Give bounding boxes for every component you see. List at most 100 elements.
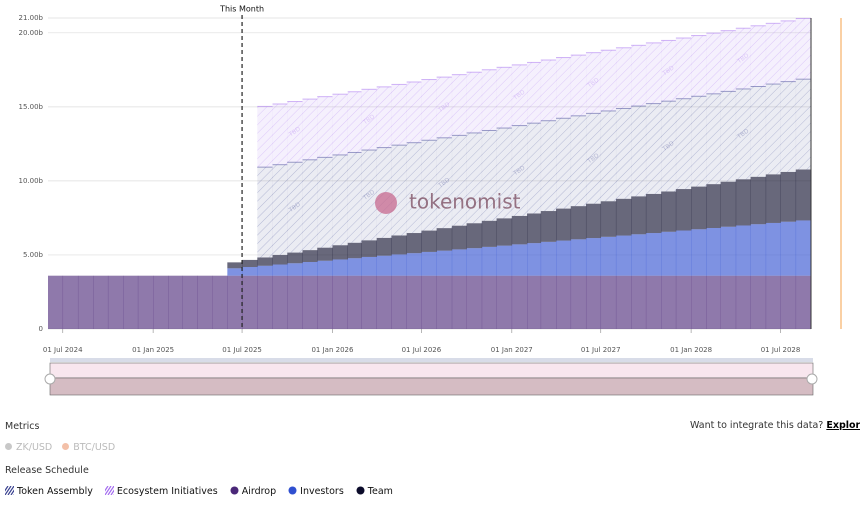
legend-item[interactable]: Team	[356, 486, 399, 497]
area-step	[615, 275, 632, 329]
area-step	[347, 275, 362, 329]
area-step	[197, 275, 213, 329]
legend-label: Investors	[300, 486, 344, 497]
area-step	[481, 220, 497, 247]
hatched-area-step	[421, 79, 437, 141]
x-tick-label: 01 Jan 2028	[670, 346, 712, 354]
area-step	[406, 275, 422, 329]
area-step	[706, 184, 721, 228]
area-step	[540, 211, 557, 242]
area-step	[361, 256, 377, 276]
area-step	[735, 225, 751, 276]
area-step	[795, 275, 812, 329]
area-step	[585, 203, 602, 239]
y-tick-label: 20.00b	[19, 29, 44, 37]
area-step	[48, 275, 64, 329]
area-step	[661, 191, 677, 232]
metric-item: BTC/USD	[62, 442, 115, 453]
hatched-area-step	[347, 152, 362, 243]
legend-item[interactable]: Ecosystem Initiatives	[101, 485, 224, 497]
area-step	[62, 275, 79, 329]
area-step	[556, 275, 572, 329]
area-step	[511, 244, 528, 276]
hatched-area-step	[735, 28, 751, 89]
hatched-area-step	[631, 106, 647, 197]
area-step	[675, 230, 692, 276]
legend-item[interactable]: Token Assembly	[1, 485, 99, 497]
hatched-area-step	[361, 150, 377, 241]
legend-icon	[1, 485, 21, 496]
metric-item: ZK/USD	[5, 442, 52, 453]
hatched-area-step	[481, 69, 497, 131]
area-step	[332, 275, 348, 329]
area-step	[691, 275, 707, 329]
legend-item[interactable]: Investors	[288, 486, 350, 497]
area-step	[631, 275, 647, 329]
hatched-area-step	[750, 25, 767, 87]
area-step	[421, 251, 437, 276]
area-step	[451, 249, 467, 276]
area-step	[451, 275, 467, 329]
hatched-area-step	[527, 62, 542, 124]
integration-text: Want to integrate this data?	[690, 420, 824, 431]
area-step	[361, 240, 377, 257]
area-step	[302, 250, 318, 262]
area-step	[645, 193, 662, 234]
area-step	[795, 169, 812, 221]
area-step	[242, 275, 258, 329]
hatched-area-step	[600, 50, 617, 111]
hatched-area-step	[317, 157, 333, 248]
navigator-series	[49, 377, 814, 396]
area-step	[376, 237, 392, 256]
area-step	[376, 255, 392, 276]
area-step	[600, 275, 617, 329]
y-tick-label: 5.00b	[23, 251, 44, 259]
legend-item[interactable]: Airdrop	[230, 486, 282, 497]
legend-icon	[230, 486, 239, 495]
legend-icon	[101, 485, 121, 496]
area-step	[540, 275, 557, 329]
legend-icon	[356, 486, 365, 495]
area-step	[795, 220, 812, 276]
navigator-handle-left[interactable]	[44, 373, 56, 385]
navigator-handle-right[interactable]	[806, 373, 818, 385]
hatched-area-step	[765, 23, 781, 85]
hatched-area-step	[645, 42, 662, 104]
legend-label: Airdrop	[241, 486, 277, 497]
area-step	[631, 196, 647, 235]
hatched-area-step	[257, 106, 273, 168]
hatched-area-step	[780, 20, 797, 82]
hatched-area-step	[691, 35, 707, 97]
area-step	[466, 248, 483, 276]
area-step	[735, 179, 751, 226]
hatched-area-step	[332, 94, 348, 155]
area-step	[780, 221, 797, 276]
area-step	[436, 275, 453, 329]
legend-label: Ecosystem Initiatives	[116, 486, 218, 497]
hatched-area-step	[570, 115, 587, 207]
hatched-area-step	[466, 132, 483, 224]
legend: Token Assembly Ecosystem Initiatives Airdr…	[1, 485, 405, 497]
watermark-logo	[375, 192, 397, 214]
legend-icon	[288, 486, 297, 495]
legend-label: Token Assembly	[17, 486, 93, 497]
legend-title: Release Schedule	[5, 465, 89, 476]
area-step	[406, 253, 422, 276]
hatched-area-step	[257, 167, 273, 258]
hatched-area-step	[735, 88, 751, 180]
area-step	[466, 223, 483, 249]
hatched-area-step	[720, 30, 737, 92]
hatched-area-step	[272, 103, 288, 165]
hatched-area-step	[691, 96, 707, 187]
area-step	[631, 234, 647, 276]
area-step	[257, 265, 273, 276]
area-step	[257, 275, 273, 329]
integration-link[interactable]: Explore our API	[826, 420, 860, 431]
area-step	[556, 208, 572, 241]
navigator-window[interactable]	[49, 362, 814, 379]
area-step	[511, 275, 528, 329]
area-step	[272, 264, 288, 276]
area-step	[242, 267, 258, 276]
area-step	[421, 230, 437, 252]
